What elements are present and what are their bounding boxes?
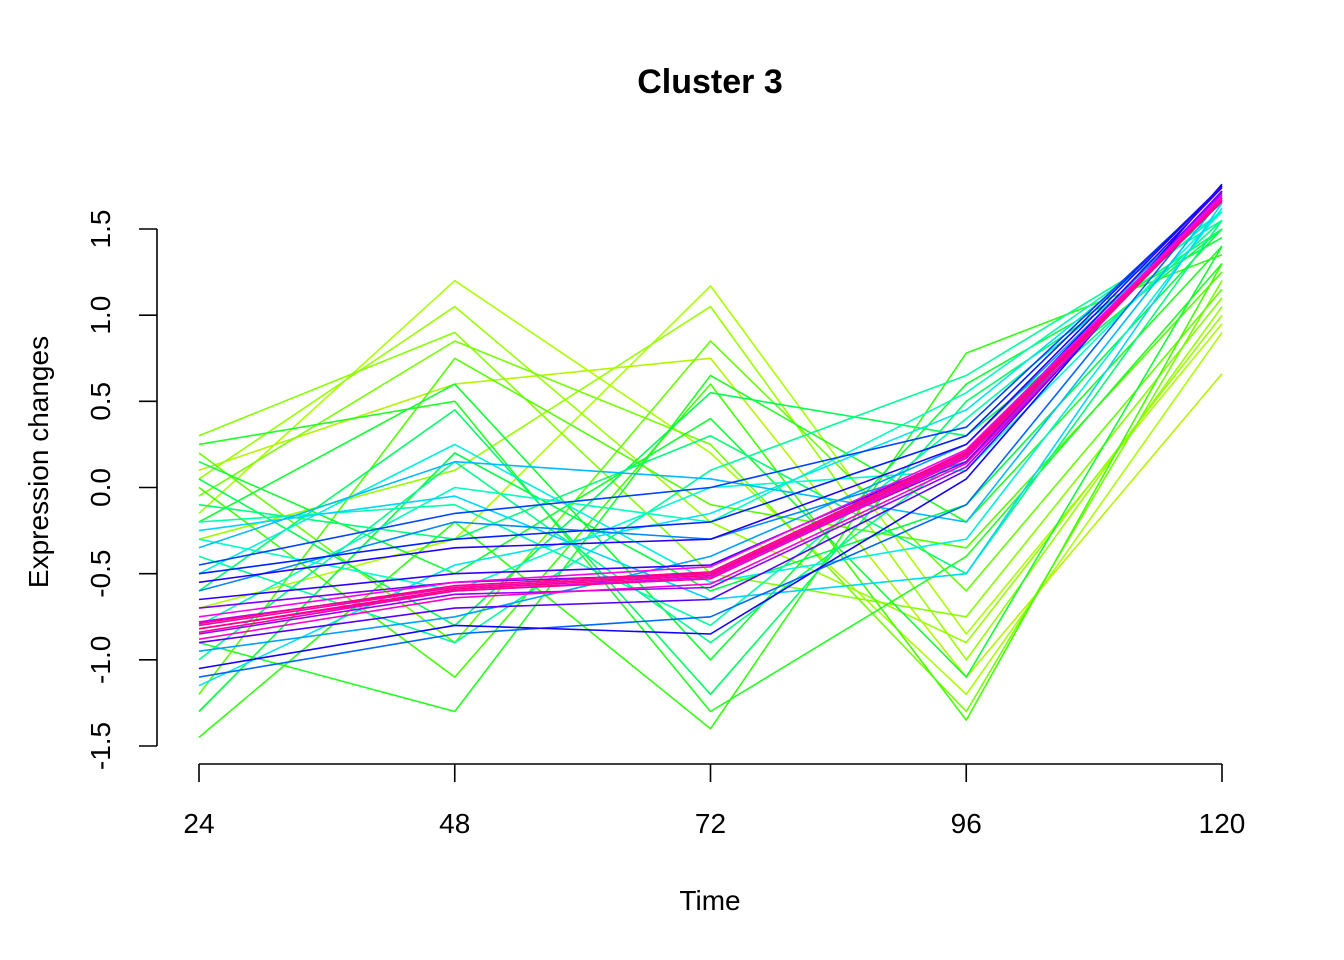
- series-line-39: [198, 192, 1223, 635]
- series-line-18: [198, 228, 1223, 696]
- series-line-19: [198, 219, 1223, 575]
- y-axis-label: Expression changes: [23, 336, 54, 588]
- series-line-32: [198, 187, 1223, 566]
- y-tick-label: 1.5: [85, 210, 116, 249]
- series-line-38: [198, 190, 1223, 609]
- series-line-25: [198, 207, 1223, 584]
- series-line-15: [198, 236, 1223, 661]
- series-line-8: [198, 288, 1223, 644]
- y-axis: -1.5 -1.0 -0.5 0.0 0.5 1.0 1.5: [85, 210, 158, 770]
- y-tick-label: 0.5: [85, 382, 116, 421]
- chart-title: Cluster 3: [637, 63, 783, 101]
- x-tick-label: 48: [439, 808, 470, 839]
- series-line-12: [198, 262, 1223, 713]
- series-line-31: [198, 190, 1223, 678]
- series-line-37: [198, 190, 1223, 644]
- y-tick-label: -1.0: [85, 636, 116, 684]
- series-line-33: [198, 185, 1223, 575]
- y-tick-label: -1.5: [85, 722, 116, 770]
- y-tick-label: 0.0: [85, 468, 116, 507]
- series-line-3: [198, 285, 1223, 635]
- series-line-21: [198, 219, 1223, 644]
- series-line-1: [198, 357, 1223, 678]
- series-line-41: [198, 193, 1223, 630]
- series-line-43: [198, 197, 1223, 640]
- series-line-29: [198, 193, 1223, 652]
- x-tick-label: 72: [695, 808, 726, 839]
- series-line-45: [198, 199, 1223, 634]
- series-line-34: [198, 183, 1223, 670]
- series-lines: [198, 183, 1223, 739]
- series-line-46: [198, 200, 1223, 625]
- series-line-40: [198, 193, 1223, 623]
- series-line-14: [198, 245, 1223, 678]
- x-tick-label: 24: [183, 808, 214, 839]
- series-line-47: [198, 200, 1223, 630]
- series-line-28: [198, 197, 1223, 549]
- series-line-22: [198, 211, 1223, 627]
- y-tick-label: -0.5: [85, 550, 116, 598]
- series-line-35: [198, 185, 1223, 584]
- series-line-5: [198, 305, 1223, 661]
- x-axis: 24 48 72 96 120: [183, 763, 1246, 839]
- x-tick-label: 96: [951, 808, 982, 839]
- y-tick-label: 1.0: [85, 296, 116, 335]
- series-line-42: [198, 195, 1223, 618]
- series-line-2: [198, 279, 1223, 696]
- x-axis-label: Time: [679, 885, 740, 916]
- x-tick-label: 120: [1199, 808, 1246, 839]
